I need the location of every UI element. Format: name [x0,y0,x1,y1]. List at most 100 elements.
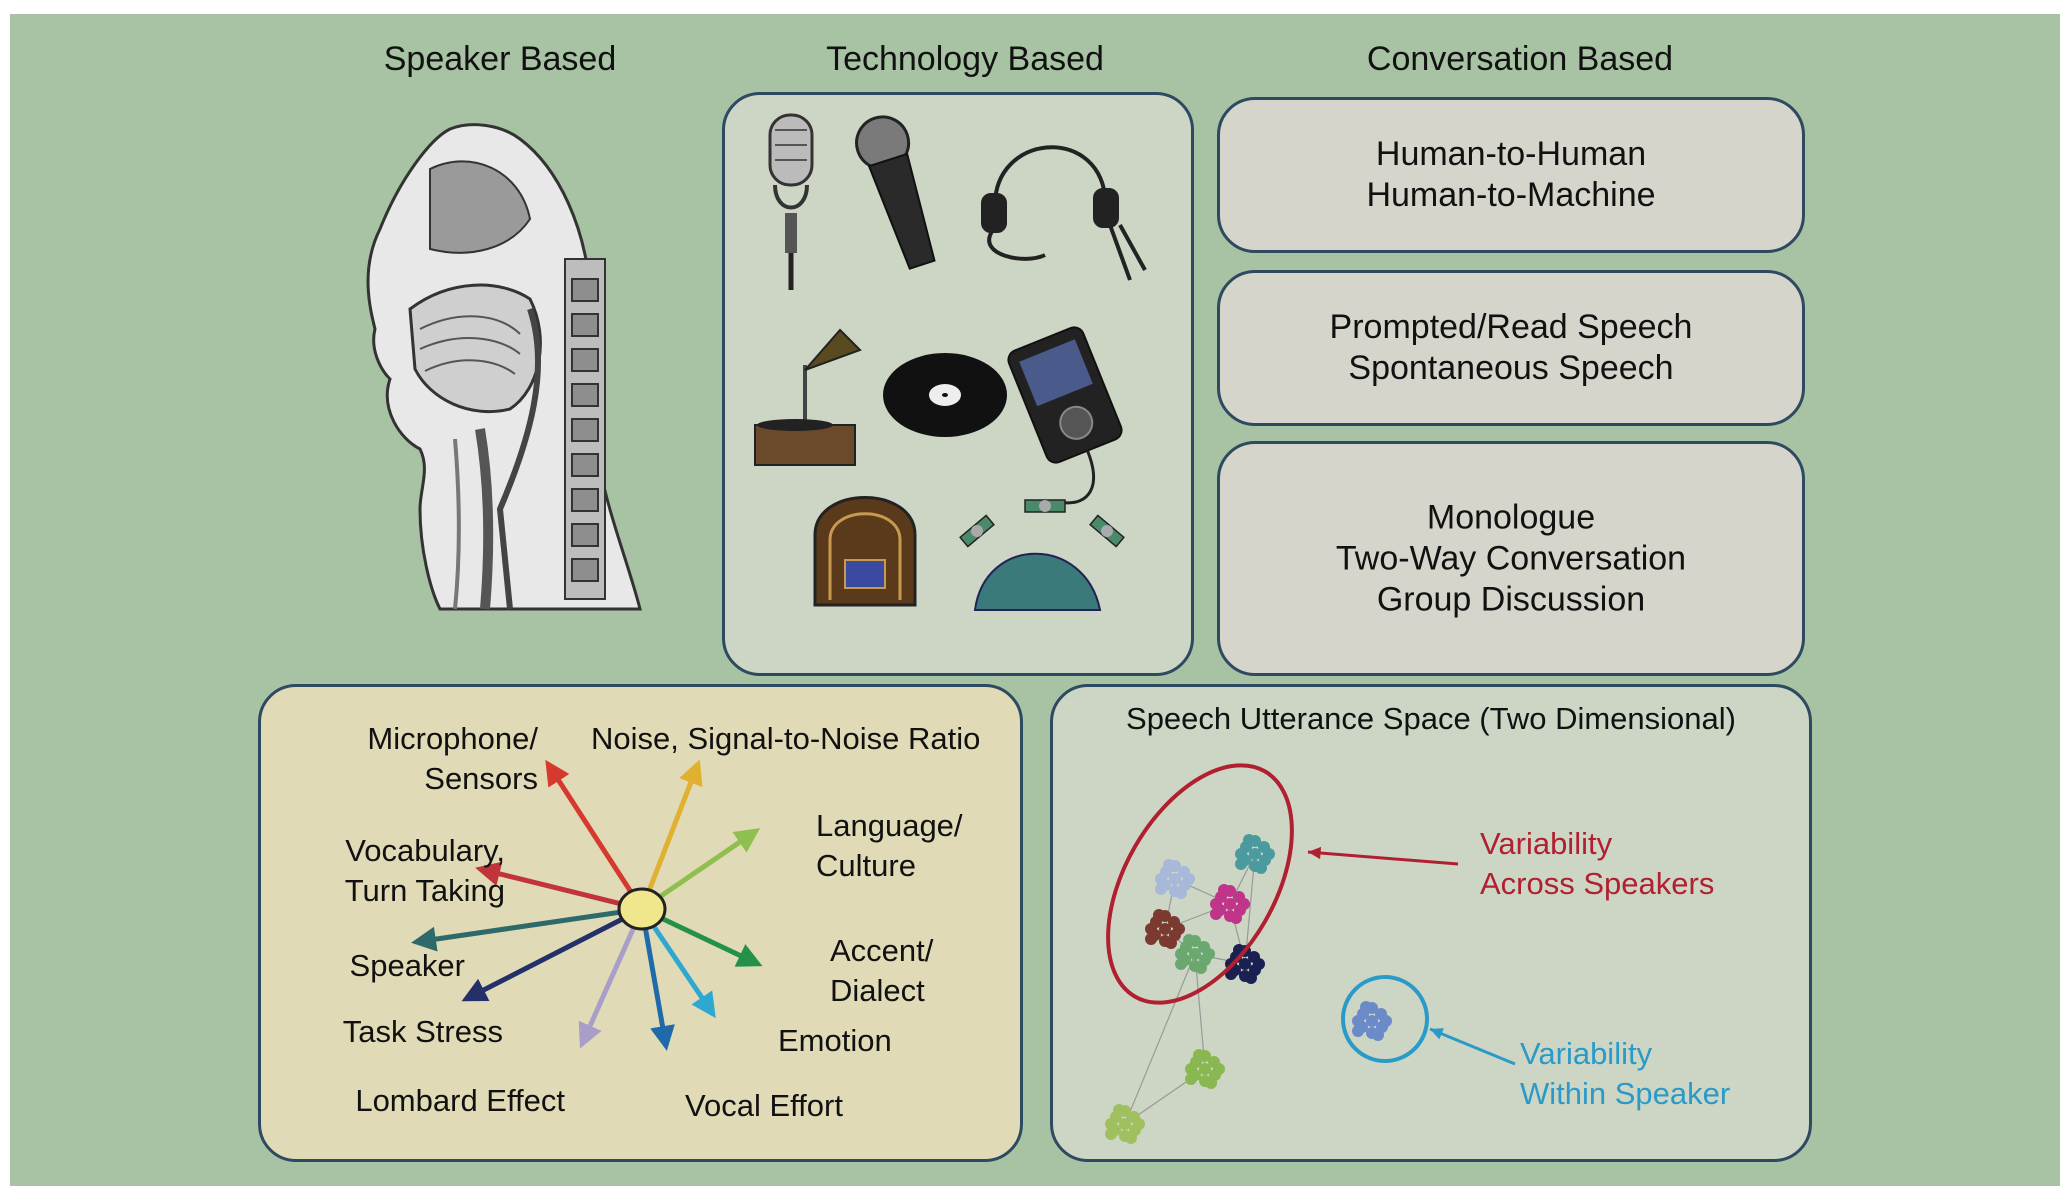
speaker-based-title: Speaker Based [383,40,617,78]
label-vocabulary-1: Vocabulary, [345,833,505,868]
cluster-point [1243,834,1255,846]
cluster-point [1105,1118,1117,1130]
cluster-point [1113,1104,1125,1116]
cluster-point [1352,1015,1364,1027]
technology-based-title: Technology Based [826,40,1104,78]
cluster-point [1253,958,1265,970]
variability-factors-diagram: Microphone/ Sensors Noise, Signal-to-Noi… [343,721,981,1123]
conversation-based-title: Conversation Based [1366,40,1674,78]
cluster-point [1205,1077,1217,1089]
conv-line: Prompted/Read Speech [1329,308,1693,346]
conv-line: Human-to-Human [1375,135,1647,173]
cluster-point [1185,1073,1197,1085]
cluster-point [1175,958,1187,970]
cluster-point [1360,1001,1372,1013]
gramophone-icon [754,328,862,466]
cluster-point [1183,934,1195,946]
label-lombard: Lombard Effect [355,1083,565,1118]
cluster-point [1249,848,1261,860]
cluster-point [1372,1029,1384,1041]
headset-icon [981,145,1147,281]
hub-node [617,887,667,931]
utterance-space-diagram: Speech Utterance Space (Two Dimensional)… [1105,701,1736,1144]
cluster-point [1235,848,1247,860]
within-speaker-circle [1341,975,1429,1063]
arrow-microphone [545,759,645,911]
arrow-task-stress [461,906,644,1002]
label-accent-1: Accent/ [830,933,934,968]
vinyl-record-icon [883,353,1007,437]
label-language-2: Culture [816,848,916,883]
cluster-point [1169,873,1181,885]
arrow-vocabulary [475,861,643,912]
cluster-point [1210,898,1222,910]
conv-line: Spontaneous Speech [1348,349,1674,387]
cluster-point [1199,1063,1211,1075]
label-task-stress: Task Stress [343,1014,503,1049]
label-language-1: Language/ [816,808,963,843]
label-speaker: Speaker [350,948,465,983]
arrow-noise [639,759,703,910]
within-speaker-label-1: Variability [1520,1036,1653,1071]
label-accent-2: Dialect [830,973,925,1008]
cluster-point [1203,948,1215,960]
cluster-point [1195,962,1207,974]
across-arrow-head [1308,846,1322,860]
conversation-box-3: Monologue Two-Way Conversation Group Dis… [1217,441,1805,676]
vocal-tract-illustration [366,123,642,611]
mp3-player-icon [1007,326,1123,505]
vintage-radio-icon [813,496,917,607]
cluster-point [1380,1015,1392,1027]
cluster-point [1213,1063,1225,1075]
conversation-box-2: Prompted/Read Speech Spontaneous Speech [1217,270,1805,426]
cluster-point [1352,1025,1364,1037]
cluster-link [1194,953,1206,1070]
label-emotion: Emotion [778,1023,892,1058]
figure-canvas: Speaker Based Technology Based Conversat… [10,14,2060,1186]
conv-line: Monologue [1426,498,1596,536]
cluster-point [1125,1132,1137,1144]
label-vocal-effort: Vocal Effort [685,1088,843,1123]
vintage-microphone-icon [768,113,814,290]
cluster-point [1105,1128,1117,1140]
technology-box [722,92,1194,676]
across-speakers-label-1: Variability [1480,826,1613,861]
conv-line: Human-to-Machine [1366,176,1656,214]
cluster-point [1175,887,1187,899]
cluster-point [1210,908,1222,920]
cluster-point [1366,1015,1378,1027]
within-arrow-head [1430,1028,1444,1040]
cluster-point [1165,937,1177,949]
conversation-box-1-text: Human-to-Human Human-to-Machine [1220,134,1802,216]
cluster-point [1224,898,1236,910]
conversation-box-3-text: Monologue Two-Way Conversation Group Dis… [1220,497,1802,620]
label-microphone-1: Microphone/ [367,721,538,756]
cluster-point [1230,912,1242,924]
cluster-point [1159,923,1171,935]
cluster-point [1238,898,1250,910]
arrow-speaker [411,906,643,952]
arrow-vocal-effort [639,908,675,1051]
within-speaker-label-2: Within Speaker [1520,1076,1730,1111]
conv-line: Two-Way Conversation [1335,539,1687,577]
cluster-point [1235,858,1247,870]
utterance-space-title: Speech Utterance Space (Two Dimensional) [1126,701,1736,736]
cluster-point [1263,848,1275,860]
conv-line: Group Discussion [1376,580,1646,618]
across-speakers-ellipse [1106,763,1294,1005]
cluster-point [1175,948,1187,960]
cluster-point [1155,873,1167,885]
cluster-point [1189,948,1201,960]
cluster-point [1255,862,1267,874]
handheld-microphone-icon [855,115,936,270]
across-speakers-label-2: Across Speakers [1480,866,1714,901]
conversation-box-2-text: Prompted/Read Speech Spontaneous Speech [1220,307,1802,389]
cluster-point [1183,873,1195,885]
arrow-lombard [578,907,645,1049]
cluster-point [1133,1118,1145,1130]
cluster-point [1145,923,1157,935]
satellites-earth-icon [959,499,1125,611]
cluster-point [1163,859,1175,871]
cluster-point [1119,1118,1131,1130]
cluster-point [1153,909,1165,921]
